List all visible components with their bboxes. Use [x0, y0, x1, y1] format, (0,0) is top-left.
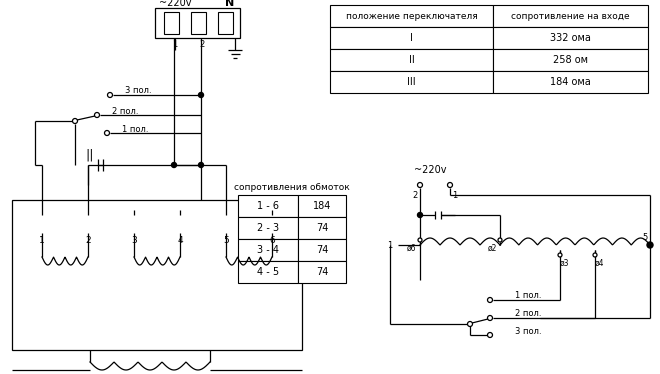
Bar	[493, 49, 648, 71]
Circle shape	[199, 162, 203, 168]
Text: III: III	[407, 77, 416, 87]
Text: 6: 6	[269, 236, 275, 245]
Bar	[330, 27, 493, 49]
Text: 2: 2	[199, 40, 205, 49]
Text: ø4: ø4	[595, 258, 605, 267]
Text: 74: 74	[316, 245, 328, 255]
Bar	[493, 71, 648, 93]
Circle shape	[447, 183, 453, 187]
Bar	[493, 27, 648, 49]
Bar	[493, 5, 648, 27]
Text: 2: 2	[412, 190, 418, 199]
Text: 1: 1	[387, 240, 393, 249]
Circle shape	[418, 183, 422, 187]
Circle shape	[467, 322, 473, 327]
Bar	[238, 195, 298, 217]
Bar	[258, 218, 286, 230]
Text: I: I	[410, 33, 413, 43]
Text: сопротивление на входе: сопротивление на входе	[512, 12, 630, 21]
Circle shape	[418, 212, 422, 218]
Circle shape	[488, 316, 492, 321]
Text: 3 пол.: 3 пол.	[515, 327, 542, 335]
Bar	[191, 12, 206, 34]
Text: 3: 3	[131, 236, 137, 245]
Text: 184 ома: 184 ома	[550, 77, 591, 87]
Bar	[212, 218, 240, 230]
Text: 4: 4	[177, 236, 183, 245]
Text: II: II	[409, 55, 414, 65]
Bar	[74, 218, 102, 230]
Bar	[330, 5, 493, 27]
Circle shape	[488, 332, 492, 337]
Text: 2 пол.: 2 пол.	[515, 310, 541, 319]
Text: ~220v: ~220v	[159, 0, 191, 8]
Circle shape	[558, 253, 562, 257]
Circle shape	[108, 92, 112, 98]
Circle shape	[593, 253, 597, 257]
Text: 184: 184	[313, 201, 331, 211]
Circle shape	[104, 131, 110, 135]
Bar	[238, 239, 298, 261]
Bar	[298, 217, 346, 239]
Circle shape	[488, 297, 492, 303]
Text: 3 пол.: 3 пол.	[125, 86, 152, 95]
Bar	[238, 217, 298, 239]
Text: 74: 74	[316, 223, 328, 233]
Circle shape	[199, 92, 203, 98]
Text: 5: 5	[223, 236, 229, 245]
Bar	[155, 8, 240, 38]
Bar	[166, 218, 194, 230]
Text: ø3: ø3	[560, 258, 570, 267]
Text: 2 пол.: 2 пол.	[112, 107, 139, 116]
Bar	[120, 218, 148, 230]
Circle shape	[172, 162, 176, 168]
Circle shape	[418, 238, 422, 242]
Text: 1 - 6: 1 - 6	[257, 201, 279, 211]
Text: 74: 74	[316, 267, 328, 277]
Text: 1 пол.: 1 пол.	[122, 125, 148, 134]
Text: 2: 2	[85, 236, 91, 245]
Circle shape	[94, 113, 100, 117]
Text: 1: 1	[39, 236, 45, 245]
Text: 3 - 4: 3 - 4	[257, 245, 279, 255]
Text: 258 ом: 258 ом	[553, 55, 588, 65]
Bar	[330, 71, 493, 93]
Bar	[28, 218, 56, 230]
Bar	[12, 200, 302, 350]
Text: 1: 1	[172, 40, 178, 49]
Circle shape	[647, 242, 653, 248]
Text: 1 пол.: 1 пол.	[515, 291, 541, 300]
Text: положение переключателя: положение переключателя	[346, 12, 477, 21]
Text: 4 - 5: 4 - 5	[257, 267, 279, 277]
Bar	[298, 239, 346, 261]
Text: ø6: ø6	[407, 243, 416, 252]
Circle shape	[498, 238, 502, 242]
Text: ||: ||	[86, 148, 94, 162]
Bar	[330, 49, 493, 71]
Bar	[164, 12, 179, 34]
Text: N: N	[225, 0, 234, 8]
Bar	[20, 215, 300, 233]
Bar	[238, 261, 298, 283]
Text: ~220v: ~220v	[414, 165, 446, 175]
Bar	[298, 261, 346, 283]
Bar	[298, 195, 346, 217]
Circle shape	[73, 119, 77, 123]
Text: 1: 1	[452, 190, 457, 199]
Text: ø2: ø2	[487, 243, 497, 252]
Text: 2 - 3: 2 - 3	[257, 223, 279, 233]
Text: 332 ома: 332 ома	[550, 33, 591, 43]
Text: 5: 5	[642, 233, 647, 242]
Text: сопротивления обмоток: сопротивления обмоток	[234, 183, 350, 191]
Bar	[218, 12, 233, 34]
